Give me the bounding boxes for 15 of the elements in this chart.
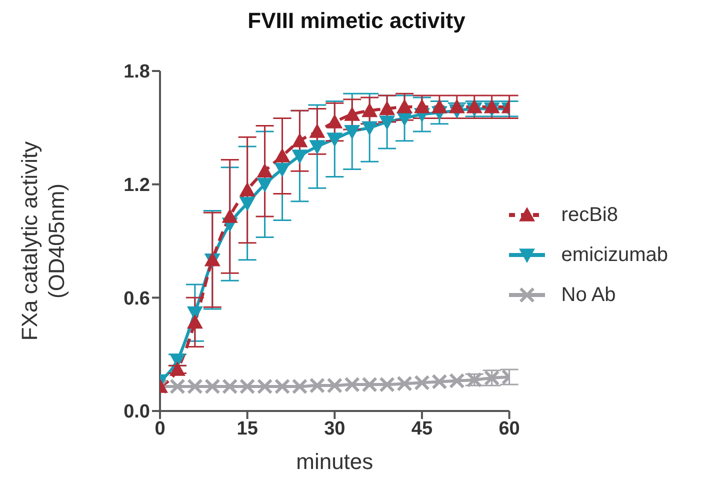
y-tick-label: 1.8 xyxy=(124,62,150,83)
x-axis-title: minutes xyxy=(296,449,374,474)
y-tick-label: 0.6 xyxy=(124,288,150,310)
x-tick-label: 0 xyxy=(154,418,166,440)
y-tick-label: 1.2 xyxy=(124,175,150,196)
legend-label: No Ab xyxy=(561,284,616,306)
y-axis-title: FXa catalytic activity (OD405nm) xyxy=(17,141,69,341)
x-tick-label: 45 xyxy=(411,418,433,440)
legend-label: emicizumab xyxy=(561,244,668,266)
legend-label: recBi8 xyxy=(561,204,618,226)
x-tick-label: 30 xyxy=(324,418,346,440)
x-tick-label: 60 xyxy=(498,418,520,440)
y-tick-label: 0.0 xyxy=(124,402,150,423)
x-tick-label: 15 xyxy=(236,418,258,440)
chart-title: FVIII mimetic activity xyxy=(246,8,466,34)
